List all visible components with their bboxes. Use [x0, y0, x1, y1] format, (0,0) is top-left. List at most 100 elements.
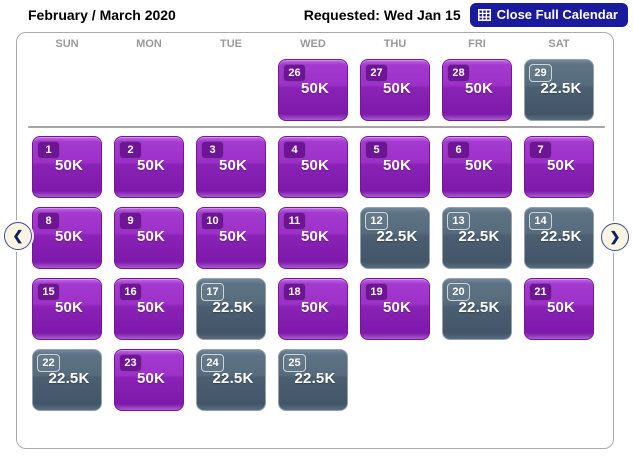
close-full-calendar-button[interactable]: Close Full Calendar [469, 3, 628, 27]
calendar-day-cell[interactable]: 17 22.5K [196, 278, 266, 340]
calendar-day-cell[interactable]: 5 50K [360, 136, 430, 198]
calendar-day-cell[interactable]: 2 50K [114, 136, 184, 198]
day-number-badge: 28 [447, 64, 470, 82]
day-header-row: SUN MON TUE WED THU FRI SAT [32, 38, 613, 51]
calendar-day-cell[interactable]: 10 50K [196, 207, 266, 269]
day-number-badge: 10 [201, 212, 224, 230]
day-number-badge: 7 [529, 141, 552, 159]
award-price: 22.5K [212, 299, 254, 316]
calendar-day-cell[interactable]: 20 22.5K [442, 278, 512, 340]
calendar-day-cell[interactable]: 28 50K [442, 59, 512, 121]
day-of-week-header: SAT [548, 38, 570, 50]
empty-day-cell [114, 59, 184, 121]
day-number-badge: 13 [447, 212, 470, 230]
calendar-day-cell[interactable]: 21 50K [524, 278, 594, 340]
calendar-day-cell[interactable]: 12 22.5K [360, 207, 430, 269]
calendar-day-cell[interactable]: 15 50K [32, 278, 102, 340]
empty-day-cell [524, 349, 594, 411]
award-price: 50K [300, 228, 330, 245]
day-number-badge: 3 [201, 141, 224, 159]
calendar-day-cell[interactable]: 16 50K [114, 278, 184, 340]
award-price: 22.5K [376, 228, 418, 245]
chevron-left-icon: ❮ [12, 228, 24, 243]
calendar-day-cell[interactable]: 9 50K [114, 207, 184, 269]
day-number-badge: 16 [119, 283, 142, 301]
award-price: 50K [546, 157, 576, 174]
empty-day-cell [360, 349, 430, 411]
day-number-badge: 17 [201, 283, 224, 301]
day-number-badge: 12 [365, 212, 388, 230]
calendar-day-cell[interactable]: 11 50K [278, 207, 348, 269]
day-number-badge: 15 [37, 283, 60, 301]
calendar-week-row: 26 50K 27 50K 28 50K 29 22.5K [32, 59, 613, 121]
day-number-badge: 20 [447, 283, 470, 301]
day-number-badge: 14 [529, 212, 552, 230]
award-price: 22.5K [458, 228, 500, 245]
calendar-day-cell[interactable]: 1 50K [32, 136, 102, 198]
award-price: 50K [300, 80, 330, 97]
calendar-week-row: 8 50K 9 50K 10 50K 11 50K 12 22.5K 13 22.5K 14 22.5K [32, 207, 613, 269]
award-price: 22.5K [540, 80, 582, 97]
header-right-group: Requested: Wed Jan 15 Close Full Calenda… [304, 3, 628, 27]
next-month-button[interactable]: ❯ [601, 223, 629, 251]
calendar-day-cell[interactable]: 23 50K [114, 349, 184, 411]
calendar-day-cell[interactable]: 24 22.5K [196, 349, 266, 411]
day-number-badge: 21 [529, 283, 552, 301]
day-of-week-header: MON [136, 38, 162, 50]
requested-date-label: Requested: Wed Jan 15 [303, 7, 461, 23]
empty-day-cell [32, 59, 102, 121]
calendar-day-cell[interactable]: 18 50K [278, 278, 348, 340]
calendar-day-cell[interactable]: 26 50K [278, 59, 348, 121]
calendar-day-cell[interactable]: 19 50K [360, 278, 430, 340]
calendar-month-title: February / March 2020 [28, 7, 176, 23]
day-number-badge: 8 [37, 212, 60, 230]
day-number-badge: 29 [529, 64, 552, 82]
award-price: 50K [136, 370, 166, 387]
previous-month-button[interactable]: ❮ [4, 222, 32, 250]
award-price: 22.5K [540, 228, 582, 245]
award-price: 50K [300, 299, 330, 316]
calendar-day-cell[interactable]: 13 22.5K [442, 207, 512, 269]
day-number-badge: 24 [201, 354, 224, 372]
award-price: 50K [382, 299, 412, 316]
award-price: 50K [54, 157, 84, 174]
calendar-grid-icon [477, 8, 491, 21]
award-price: 50K [218, 157, 248, 174]
month-separator [28, 126, 605, 128]
day-of-week-header: TUE [220, 38, 242, 50]
award-price: 50K [136, 299, 166, 316]
day-number-badge: 26 [283, 64, 306, 82]
calendar-day-cell[interactable]: 27 50K [360, 59, 430, 121]
calendar-day-cell[interactable]: 6 50K [442, 136, 512, 198]
calendar-day-cell[interactable]: 7 50K [524, 136, 594, 198]
award-price: 50K [382, 80, 412, 97]
calendar-header: February / March 2020 Requested: Wed Jan… [0, 2, 633, 28]
day-number-badge: 22 [37, 354, 60, 372]
calendar-day-cell[interactable]: 14 22.5K [524, 207, 594, 269]
calendar-day-cell[interactable]: 4 50K [278, 136, 348, 198]
empty-day-cell [196, 59, 266, 121]
calendar-week-row: 1 50K 2 50K 3 50K 4 50K 5 50K 6 50K 7 50K [32, 136, 613, 198]
day-number-badge: 2 [119, 141, 142, 159]
day-number-badge: 5 [365, 141, 388, 159]
calendar-day-cell[interactable]: 25 22.5K [278, 349, 348, 411]
close-button-label: Close Full Calendar [496, 7, 618, 22]
calendar-day-cell[interactable]: 22 22.5K [32, 349, 102, 411]
award-price: 50K [136, 157, 166, 174]
award-price: 50K [54, 228, 84, 245]
award-price: 50K [54, 299, 84, 316]
award-price: 22.5K [294, 370, 336, 387]
day-number-badge: 18 [283, 283, 306, 301]
day-of-week-header: WED [300, 38, 326, 50]
award-price: 22.5K [458, 299, 500, 316]
calendar-day-cell[interactable]: 8 50K [32, 207, 102, 269]
day-number-badge: 25 [283, 354, 306, 372]
calendar-day-cell[interactable]: 29 22.5K [524, 59, 594, 121]
award-price: 50K [218, 228, 248, 245]
day-number-badge: 23 [119, 354, 142, 372]
day-of-week-header: SUN [55, 38, 79, 50]
award-price: 50K [464, 157, 494, 174]
day-of-week-header: FRI [468, 38, 486, 50]
calendar-day-cell[interactable]: 3 50K [196, 136, 266, 198]
award-price: 50K [382, 157, 412, 174]
